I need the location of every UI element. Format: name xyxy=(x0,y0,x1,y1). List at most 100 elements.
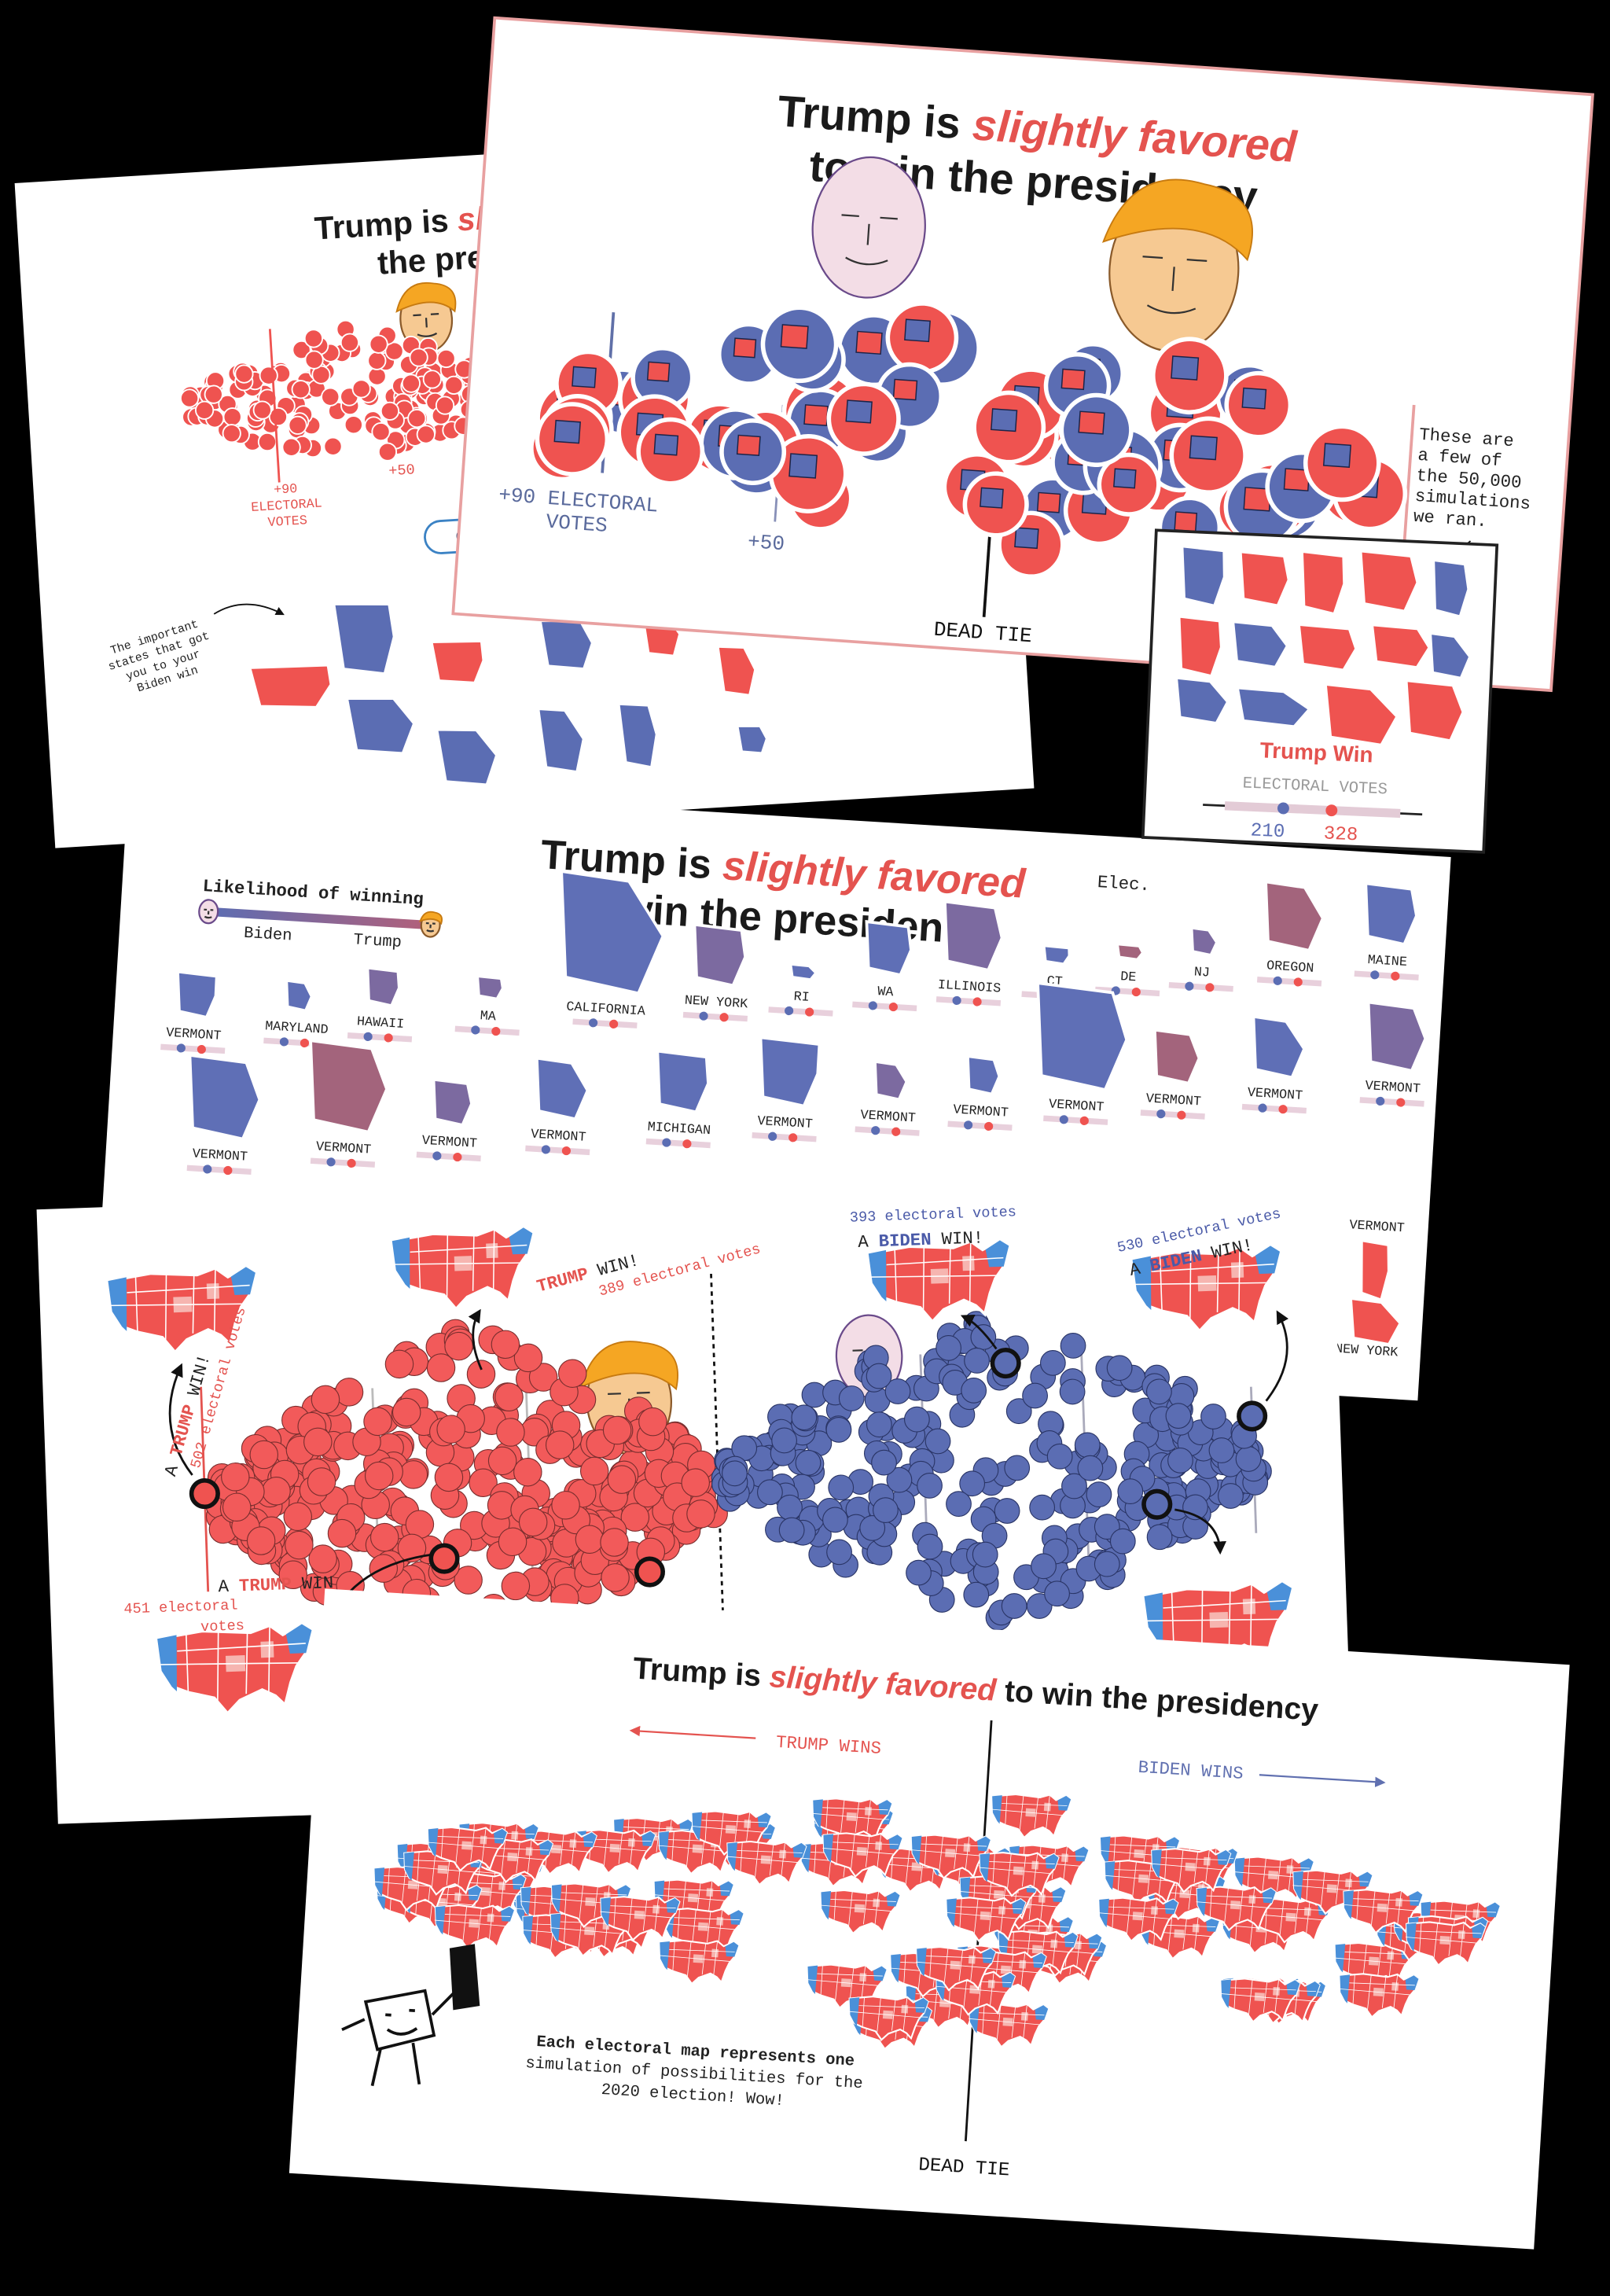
callout-prefix: A xyxy=(858,1231,869,1252)
state-shape xyxy=(476,974,505,1001)
map-light xyxy=(1285,1907,1311,1922)
simulation-dot xyxy=(1218,1483,1244,1509)
map-northeast xyxy=(1409,1891,1423,1906)
simulation-dot xyxy=(1165,1403,1192,1429)
simulation-dot xyxy=(551,1491,580,1520)
state-shape xyxy=(1428,631,1472,680)
map-northeast xyxy=(1012,1899,1026,1915)
simulation-dot xyxy=(859,1514,886,1541)
simulation-map xyxy=(885,301,959,374)
simulation-patch xyxy=(553,419,581,444)
label: VERMONT xyxy=(421,1134,477,1152)
simulation-dot xyxy=(1044,1580,1070,1607)
simulation-dot xyxy=(972,1541,998,1568)
map-northeast xyxy=(1255,1246,1281,1275)
state-shape xyxy=(873,1059,909,1102)
state-shape xyxy=(429,639,486,685)
state-shape xyxy=(1300,549,1346,616)
simulation-dot xyxy=(638,1407,667,1437)
simulation-patch xyxy=(1036,491,1061,513)
simulation-dot xyxy=(1086,1481,1112,1508)
likelihood-bar xyxy=(1241,1103,1307,1114)
map-light xyxy=(1002,2011,1028,2027)
simulation-dot xyxy=(444,1331,473,1361)
map-northeast xyxy=(1306,1981,1320,1996)
map-light xyxy=(697,1916,724,1931)
biden-dot xyxy=(1258,1103,1267,1113)
map-light xyxy=(760,1849,787,1864)
bar-track xyxy=(525,1145,590,1156)
map-light xyxy=(584,1921,610,1936)
label: VERMONT xyxy=(315,1139,371,1157)
callout-headline: A BIDEN WIN! xyxy=(858,1227,984,1253)
likelihood-bar xyxy=(416,1151,481,1162)
trump-dot xyxy=(197,1044,206,1054)
state-shape xyxy=(1042,944,1071,966)
state-shape xyxy=(943,900,1004,972)
simulation-dot xyxy=(222,1492,252,1522)
simulation-dot xyxy=(602,1415,632,1445)
biden-dot xyxy=(699,1011,708,1021)
label: 328 xyxy=(1323,823,1358,846)
map-northeast xyxy=(1286,1980,1300,1996)
title-text: Trump is xyxy=(632,1652,762,1694)
bar-track xyxy=(160,1043,226,1054)
map-northeast xyxy=(1299,1858,1314,1874)
simulation-patch xyxy=(803,404,829,426)
simulation-dot xyxy=(257,432,278,452)
trump-dot xyxy=(300,1038,310,1048)
simulation-dot xyxy=(367,351,387,370)
map-light xyxy=(1132,1906,1158,1921)
foam-finger xyxy=(449,1944,480,2011)
simulation-dot xyxy=(307,1467,336,1496)
map-light xyxy=(856,1841,883,1856)
us-map xyxy=(866,1238,1011,1324)
simulation-dot xyxy=(195,400,215,420)
biden-dot xyxy=(176,1043,186,1053)
state-shape xyxy=(1174,675,1230,725)
map-northeast xyxy=(583,1832,597,1848)
biden-dot xyxy=(871,1126,880,1135)
simulation-dot xyxy=(1208,1437,1235,1463)
likelihood-bar xyxy=(1359,1096,1424,1107)
simulation-dot xyxy=(371,421,391,442)
map-northeast xyxy=(886,1891,900,1907)
biden-dot xyxy=(326,1157,336,1167)
simulation-dot xyxy=(1117,1478,1144,1505)
simulation-dot xyxy=(994,1498,1020,1524)
direction-arrow xyxy=(629,1725,756,1739)
map-light xyxy=(840,1973,867,1988)
trump-dot xyxy=(1205,983,1215,992)
label: MARYLAND xyxy=(265,1019,329,1038)
legend-gradient xyxy=(208,907,428,929)
map-northeast xyxy=(1032,1952,1046,1968)
simulation-patch xyxy=(1174,511,1198,532)
simulation-dot xyxy=(1029,1494,1056,1521)
map-borders xyxy=(653,1881,730,1919)
biden-dot xyxy=(1059,1115,1068,1124)
biden-dot xyxy=(471,1025,480,1035)
us-map xyxy=(812,1797,893,1843)
state-shape xyxy=(560,869,665,995)
map-northeast xyxy=(512,1875,526,1890)
state-shape xyxy=(1349,1296,1402,1347)
likelihood-bar xyxy=(935,995,1002,1006)
simulation-dot xyxy=(351,379,371,399)
bar-track xyxy=(416,1151,481,1162)
trump-illustration xyxy=(419,911,443,938)
simulation-patch xyxy=(1078,410,1105,435)
us-map xyxy=(916,1946,997,1992)
likelihood-bar xyxy=(752,1131,817,1142)
axis-line xyxy=(710,1273,724,1611)
map-light xyxy=(854,1898,880,1913)
map-northeast xyxy=(1002,1972,1015,1988)
simulation-dot xyxy=(252,400,272,420)
simulation-dot xyxy=(722,1460,748,1487)
map-northeast xyxy=(873,1966,887,1981)
mascot-details xyxy=(341,1991,456,2087)
trump-dot xyxy=(1131,988,1141,997)
simulation-dot xyxy=(946,1491,972,1518)
simulation-dot xyxy=(246,1526,276,1555)
simulation-dot xyxy=(292,340,311,360)
